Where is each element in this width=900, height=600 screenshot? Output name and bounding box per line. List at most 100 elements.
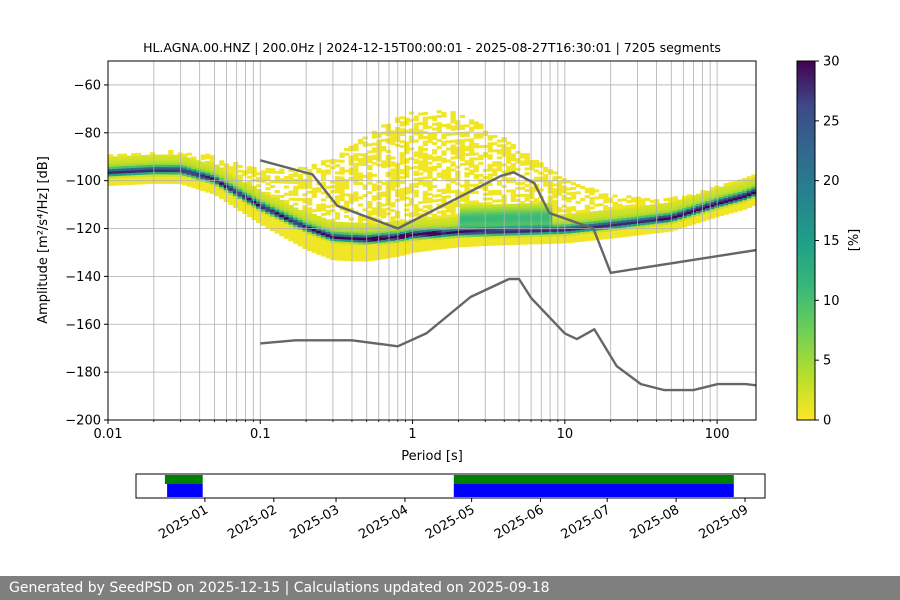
density-cell <box>149 156 155 160</box>
density-cell <box>478 207 484 211</box>
density-cell <box>237 193 243 197</box>
density-cell <box>200 183 206 187</box>
density-cell <box>445 185 452 189</box>
density-cell <box>718 213 725 217</box>
density-cell <box>496 199 503 203</box>
density-cell <box>154 176 160 180</box>
density-cell <box>445 173 452 177</box>
density-cell <box>455 215 461 219</box>
density-cell <box>445 195 452 199</box>
density-cell <box>455 225 461 229</box>
density-cell <box>640 208 646 211</box>
density-cell <box>459 131 465 135</box>
density-cell <box>390 228 396 232</box>
density-cell <box>362 225 368 229</box>
density-cell <box>172 169 179 173</box>
density-cell <box>385 221 391 225</box>
density-cell <box>598 215 604 219</box>
density-cell <box>385 241 391 245</box>
density-cell <box>635 208 641 212</box>
density-cell <box>529 212 535 216</box>
density-cell <box>473 221 479 225</box>
density-cell <box>154 173 160 177</box>
density-cell <box>644 226 651 230</box>
density-cell <box>450 223 456 227</box>
density-cell <box>353 253 359 257</box>
density-cell <box>381 253 387 257</box>
density-cell <box>455 148 461 152</box>
density-cell <box>529 203 535 207</box>
density-cell <box>543 209 549 213</box>
density-cell <box>533 219 540 223</box>
density-cell <box>422 159 428 163</box>
density-cell <box>339 255 345 259</box>
density-cell <box>510 163 516 167</box>
density-cell <box>413 208 419 212</box>
density-cell <box>723 199 729 203</box>
density-cell <box>135 172 141 175</box>
density-cell <box>510 227 516 231</box>
density-cell <box>589 235 595 239</box>
density-cell <box>232 202 239 206</box>
density-cell <box>297 183 303 187</box>
density-cell <box>270 170 276 174</box>
density-cell <box>385 138 391 142</box>
density-cell <box>131 165 137 169</box>
density-cell <box>644 219 651 223</box>
density-cell <box>441 140 447 144</box>
density-cell <box>422 167 428 170</box>
density-cell <box>436 155 442 159</box>
density-cell <box>390 237 396 241</box>
density-cell <box>515 234 521 238</box>
density-cell <box>705 200 711 204</box>
density-cell <box>344 152 350 156</box>
density-cell <box>631 216 637 220</box>
density-cell <box>316 239 322 243</box>
density-cell <box>441 124 447 128</box>
density-cell <box>348 167 354 171</box>
density-cell <box>496 225 503 229</box>
density-cell <box>681 195 688 199</box>
density-cell <box>529 205 535 209</box>
density-cell <box>293 190 299 194</box>
density-cell <box>274 218 280 222</box>
density-cell <box>492 192 498 196</box>
density-cell <box>145 169 151 173</box>
density-cell <box>362 227 368 231</box>
density-cell <box>367 248 373 252</box>
density-cell <box>427 223 433 227</box>
density-cell <box>288 197 294 201</box>
density-cell <box>404 225 410 229</box>
density-cell <box>270 199 276 203</box>
density-cell <box>478 226 484 230</box>
density-cell <box>668 211 674 215</box>
density-cell <box>283 216 290 220</box>
density-cell <box>751 198 756 202</box>
density-cell <box>455 239 461 243</box>
density-cell <box>325 245 331 249</box>
density-cell <box>214 181 220 185</box>
density-cell <box>570 215 577 219</box>
density-cell <box>404 208 410 212</box>
density-cell <box>422 241 428 245</box>
density-cell <box>191 166 197 170</box>
density-cell <box>473 229 479 233</box>
density-cell <box>348 248 354 252</box>
density-cell <box>163 180 169 184</box>
density-cell <box>311 221 317 225</box>
density-cell <box>450 163 456 167</box>
density-cell <box>728 210 734 214</box>
density-cell <box>459 208 465 212</box>
density-cell <box>594 222 600 226</box>
density-cell <box>464 133 470 137</box>
density-cell <box>496 161 503 165</box>
density-cell <box>709 201 715 205</box>
density-cell <box>566 230 572 234</box>
density-cell <box>529 215 535 219</box>
density-cell <box>459 196 465 200</box>
density-cell <box>344 193 350 197</box>
density-cell <box>455 232 461 236</box>
density-cell <box>533 203 540 207</box>
density-cell <box>524 167 530 171</box>
density-cell <box>325 219 331 223</box>
